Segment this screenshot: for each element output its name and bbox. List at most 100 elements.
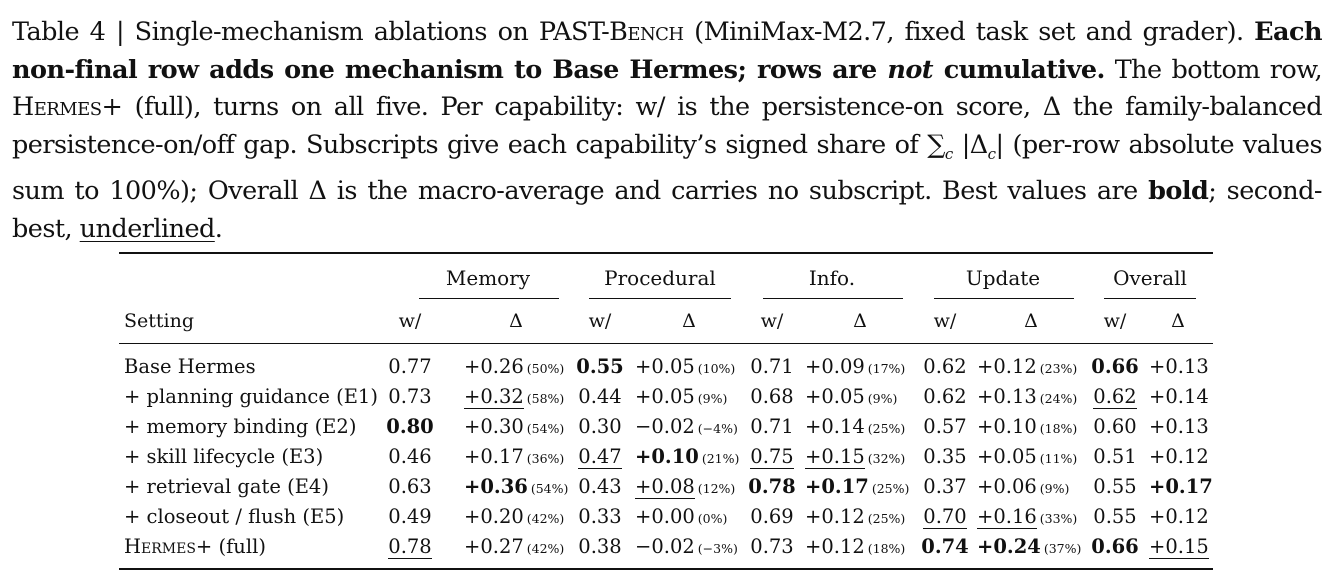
group-header-info: Info. [808,266,856,290]
share-subscript: (9%) [867,391,898,406]
delta-value: +0.15 (32%) [805,445,906,469]
setting-header: Setting [124,310,195,332]
w-value: 0.30 [578,415,622,438]
share-subscript: (−3%) [697,541,738,556]
w-value: 0.57 [923,415,967,438]
table-row: + closeout / flush (E5) 0.49 +0.20 (42%) 0.3… [119,505,1213,535]
caption-part: c [944,144,953,163]
group-header-update: Update [965,266,1041,290]
share-subscript: (21%) [701,451,740,466]
caption-part: ench [627,17,684,47]
delta-value: +0.27 (42%) [464,535,565,558]
delta-value: +0.17 [1149,475,1213,498]
w-value: 0.74 [921,535,969,558]
w-value: 0.71 [750,415,794,438]
delta-value: +0.13 [1149,415,1209,438]
w-value: 0.77 [388,355,432,378]
w-value: 0.78 [748,475,796,498]
w-value: 0.62 [923,385,967,408]
caption-part: c [987,144,996,163]
delta-value: +0.10 (21%) [635,445,740,468]
ablation-table: Setting Memory w/Δ Procedural w/Δ Info. w/Δ Up… [119,252,1213,572]
delta-value: +0.05 (10%) [635,355,736,378]
w-value: 0.66 [1091,355,1139,378]
delta-value: +0.13 (24%) [977,385,1078,408]
row-setting: + memory binding (E2) [124,415,357,438]
delta-value: +0.05 (9%) [805,385,898,408]
w-subheader: w/ [1103,310,1127,332]
w-value: 0.80 [386,415,434,438]
w-subheader: w/ [398,310,422,332]
share-subscript: (54%) [526,421,565,436]
share-subscript: (0%) [697,511,728,526]
table-row: + retrieval gate (E4) 0.63 +0.36 (54%) 0.43 +… [119,475,1213,505]
w-subheader: w/ [933,310,957,332]
delta-value: +0.05 (11%) [977,445,1078,468]
delta-subheader: Δ [1171,310,1185,332]
delta-value: +0.15 [1149,535,1209,559]
share-subscript: (17%) [867,361,906,376]
bottom-rule [119,568,1213,570]
row-setting: + retrieval gate (E4) [124,475,329,498]
group-header-overall: Overall [1113,266,1187,290]
delta-subheader: Δ [509,310,523,332]
delta-subheader: Δ [1024,310,1038,332]
delta-subheader: Δ [682,310,696,332]
w-value: 0.55 [1093,505,1137,528]
delta-value: +0.12 [1149,445,1209,468]
share-subscript: (25%) [867,421,906,436]
share-subscript: (24%) [1039,391,1078,406]
delta-value: −0.02 (−3%) [635,535,738,558]
share-subscript: (18%) [1039,421,1078,436]
table-row: + planning guidance (E1) 0.73 +0.32 (58%) 0.… [119,385,1213,415]
group-rule [589,298,731,300]
w-value: 0.62 [1093,385,1137,409]
w-value: 0.78 [388,535,432,559]
delta-value: +0.00 (0%) [635,505,728,528]
table-row: + memory binding (E2) 0.80 +0.30 (54%) 0.30−… [119,415,1213,445]
w-value: 0.55 [1093,475,1137,498]
w-value: 0.33 [578,505,622,528]
w-subheader: w/ [588,310,612,332]
w-value: 0.35 [923,445,967,468]
w-subheader: w/ [760,310,784,332]
w-value: 0.73 [388,385,432,408]
share-subscript: (12%) [697,481,736,496]
delta-value: −0.02 (−4%) [635,415,738,438]
w-value: 0.60 [1093,415,1137,438]
table-row: Hermes+ (full) 0.78 +0.27 (42%) 0.38 −0.02 (−3… [119,535,1213,565]
caption-part: |Δ [952,129,988,160]
group-rule [1104,298,1196,300]
delta-value: +0.12 (18%) [805,535,906,558]
mid-rule [119,343,1213,345]
table-caption: Table 4 | Single-mechanism ablations on … [12,14,1323,248]
group-header-memory: Memory [445,266,531,290]
row-setting: + skill lifecycle (E3) [124,445,324,468]
w-value: 0.66 [1091,535,1139,558]
row-setting: + planning guidance (E1) [124,385,378,408]
delta-value: +0.13 [1149,355,1209,378]
delta-value: +0.06 (9%) [977,475,1070,498]
w-value: 0.38 [578,535,622,558]
delta-value: +0.30 (54%) [464,415,565,438]
caption-part: not [887,54,934,85]
group-header-procedural: Procedural [604,266,716,290]
w-value: 0.55 [576,355,624,378]
w-value: 0.63 [388,475,432,498]
delta-value: +0.12 (25%) [805,505,906,528]
w-value: 0.43 [578,475,622,498]
w-value: 0.46 [388,445,432,468]
w-value: 0.68 [750,385,794,408]
delta-value: +0.14 [1149,385,1209,408]
delta-value: +0.32 (58%) [464,385,565,409]
delta-value: +0.36 (54%) [464,475,569,498]
caption-part: underlined [79,213,216,244]
caption-part: + (full), turns on all five. Per capabil… [12,92,1323,160]
share-subscript: (9%) [1039,481,1070,496]
caption-part: ; second-best, [12,176,1323,244]
delta-value: +0.05 (9%) [635,385,728,408]
share-subscript: (42%) [526,511,565,526]
w-value: 0.70 [923,505,967,529]
share-subscript: (11%) [1039,451,1078,466]
share-subscript: (18%) [867,541,906,556]
